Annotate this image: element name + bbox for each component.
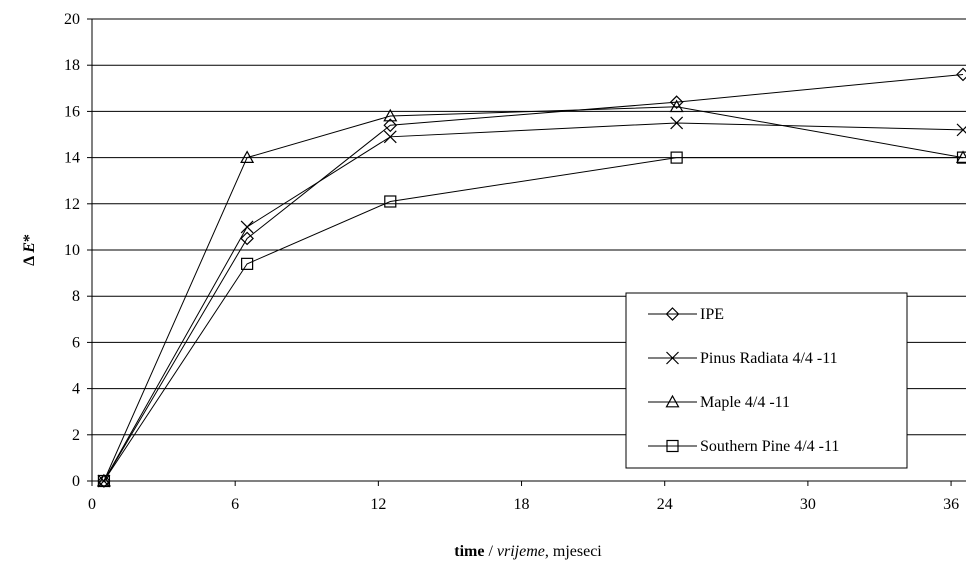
x-tick-label: 0 bbox=[88, 496, 96, 513]
data-point-maple-4-4-11 bbox=[955, 150, 966, 163]
y-tick-label: 8 bbox=[72, 288, 80, 305]
data-point-southern-pine-4-4-11 bbox=[97, 474, 111, 488]
data-point-southern-pine-4-4-11 bbox=[956, 151, 966, 164]
legend: IPE Pinus Radiata 4/4 -11 Maple 4/4 -11 Sou… bbox=[625, 292, 908, 469]
legend-marker bbox=[665, 394, 680, 408]
series-line-maple-4-4-11 bbox=[103, 106, 964, 482]
y-tick-label: 4 bbox=[72, 381, 80, 398]
x-tick-label: 30 bbox=[800, 496, 816, 513]
x-tick-label: 6 bbox=[231, 496, 239, 513]
y-axis-label: Δ E* bbox=[21, 234, 38, 266]
x-tick-label: 18 bbox=[514, 496, 530, 513]
legend-entry-maple-4-4-11: Maple 4/4 -11 bbox=[648, 394, 790, 411]
data-point-maple-4-4-11 bbox=[240, 150, 255, 163]
y-tick-label: 10 bbox=[64, 242, 80, 259]
y-tick-label: 16 bbox=[64, 103, 80, 120]
data-point-pinus-radiata-4-4-11 bbox=[240, 220, 254, 234]
data-point-southern-pine-4-4-11 bbox=[670, 151, 683, 164]
y-tick-label: 6 bbox=[72, 334, 80, 351]
y-tick-label: 2 bbox=[72, 427, 80, 444]
series-line-southern-pine-4-4-11 bbox=[103, 157, 963, 482]
x-tick-label: 36 bbox=[943, 496, 959, 513]
x-tick-labels: 0 6 12 18 24 30 36 bbox=[88, 496, 959, 513]
y-tick-label: 14 bbox=[64, 150, 80, 167]
y-tick-labels: 0 2 4 6 8 10 12 14 16 18 20 bbox=[64, 11, 80, 490]
x-tick-label: 24 bbox=[657, 496, 673, 513]
series-maple-4-4-11 bbox=[96, 99, 966, 487]
series-line-ipe bbox=[103, 73, 964, 482]
x-tick-label: 12 bbox=[370, 496, 386, 513]
data-point-maple-4-4-11 bbox=[669, 99, 684, 113]
y-tick-label: 0 bbox=[72, 473, 80, 490]
data-point-southern-pine-4-4-11 bbox=[384, 195, 397, 208]
legend-marker bbox=[666, 439, 679, 453]
y-tick-label: 18 bbox=[64, 57, 80, 74]
data-point-ipe bbox=[240, 231, 254, 246]
axes bbox=[87, 18, 966, 486]
legend-label: Maple 4/4 -11 bbox=[700, 394, 790, 411]
legend-marker bbox=[665, 307, 680, 321]
legend-entry-pinus-radiata-4-4-11: Pinus Radiata 4/4 -11 bbox=[648, 350, 838, 367]
data-point-maple-4-4-11 bbox=[96, 473, 111, 487]
data-point-ipe bbox=[383, 118, 398, 133]
legend-label: Southern Pine 4/4 -11 bbox=[700, 438, 839, 455]
data-series bbox=[96, 67, 966, 488]
gridlines bbox=[92, 18, 966, 436]
legend-label: IPE bbox=[700, 306, 724, 323]
data-point-maple-4-4-11 bbox=[383, 108, 398, 122]
legend-marker bbox=[666, 351, 679, 365]
y-tick-label: 20 bbox=[64, 11, 80, 28]
data-point-pinus-radiata-4-4-11 bbox=[670, 116, 684, 130]
legend-entry-southern-pine-4-4-11: Southern Pine 4/4 -11 bbox=[648, 438, 839, 455]
series-southern-pine-4-4-11 bbox=[97, 151, 966, 488]
data-point-ipe bbox=[956, 67, 966, 82]
data-point-southern-pine-4-4-11 bbox=[241, 257, 254, 270]
data-point-pinus-radiata-4-4-11 bbox=[383, 130, 397, 144]
legend-entry-ipe: IPE bbox=[648, 306, 724, 323]
x-axis-label: time / vrijeme, mjeseci bbox=[454, 543, 602, 560]
y-tick-label: 12 bbox=[64, 196, 80, 213]
data-point-pinus-radiata-4-4-11 bbox=[956, 123, 966, 137]
series-pinus-radiata-4-4-11 bbox=[97, 116, 966, 488]
legend-box bbox=[625, 292, 908, 469]
data-point-ipe bbox=[669, 95, 684, 110]
legend-label: Pinus Radiata 4/4 -11 bbox=[700, 350, 838, 367]
